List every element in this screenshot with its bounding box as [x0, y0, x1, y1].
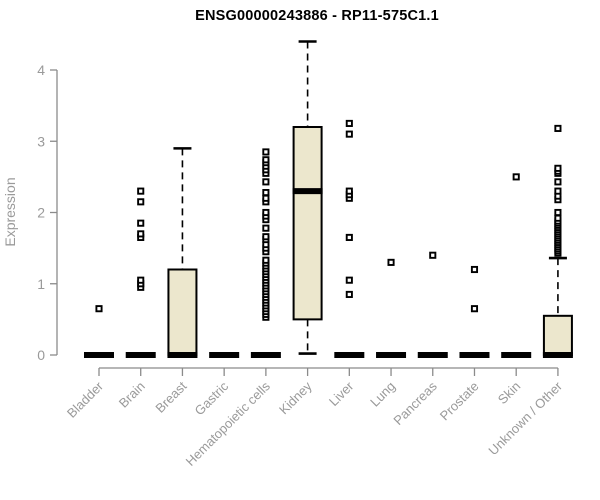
y-tick-label: 4 [37, 62, 45, 78]
y-tick-label: 3 [37, 133, 45, 149]
median-line [250, 352, 281, 358]
outlier-point [95, 305, 103, 313]
median-line [167, 352, 198, 358]
outlier-point [137, 187, 145, 195]
outlier-point [554, 178, 562, 186]
x-tick-label: Unknown / Other [485, 378, 565, 458]
outlier-point [554, 214, 562, 222]
outlier-point [387, 258, 395, 266]
outlier-point [262, 156, 270, 164]
outlier-point [554, 187, 562, 195]
outlier-point [262, 188, 270, 197]
median-line [209, 352, 240, 358]
outlier-point [512, 173, 520, 181]
outlier-point [345, 233, 353, 241]
outlier-point [554, 208, 562, 217]
outlier-point [554, 164, 562, 172]
x-tick-label: Liver [326, 378, 357, 409]
outlier-point [137, 219, 145, 227]
box-kidney [292, 126, 323, 321]
x-tick-label: Brain [116, 379, 148, 411]
outlier-point [137, 276, 145, 284]
x-tick-label: Kidney [276, 378, 315, 417]
median-line [417, 352, 448, 358]
y-tick-label: 0 [37, 347, 45, 363]
outlier-point [262, 233, 270, 241]
outlier-point [262, 194, 270, 202]
outlier-point [262, 256, 270, 264]
outlier-point [345, 187, 353, 195]
y-tick-label: 2 [37, 205, 45, 221]
median-line [125, 352, 156, 358]
x-tick-label: Pancreas [390, 378, 440, 428]
outlier-point [262, 148, 270, 156]
median-line [334, 352, 365, 358]
median-line [459, 352, 490, 358]
outlier-point [429, 251, 437, 259]
x-tick-label: Prostate [437, 379, 482, 424]
x-tick-label: Lung [367, 379, 398, 410]
median-line [292, 188, 323, 195]
outlier-point [470, 305, 479, 313]
median-line [84, 352, 114, 358]
y-tick-label: 1 [37, 276, 45, 292]
chart-title: ENSG00000243886 - RP11-575C1.1 [195, 8, 439, 24]
outlier-point [470, 265, 479, 274]
x-tick-label: Bladder [64, 378, 107, 421]
outlier-point [137, 198, 145, 206]
outlier-point [345, 276, 353, 284]
outlier-point [345, 290, 353, 298]
outlier-point [345, 130, 353, 138]
x-tick-label: Skin [495, 379, 523, 407]
outlier-point [554, 124, 562, 132]
outlier-point [345, 119, 353, 127]
outlier-point [262, 208, 270, 217]
box-unknown-other [542, 314, 573, 356]
outlier-point [262, 224, 270, 232]
median-line [376, 352, 407, 358]
box-breast [167, 268, 198, 356]
outlier-point [137, 230, 145, 238]
median-line [501, 352, 532, 358]
x-tick-label: Breast [152, 378, 189, 415]
outlier-point [262, 178, 270, 186]
median-line [542, 352, 573, 358]
x-tick-label: Gastric [192, 378, 232, 418]
